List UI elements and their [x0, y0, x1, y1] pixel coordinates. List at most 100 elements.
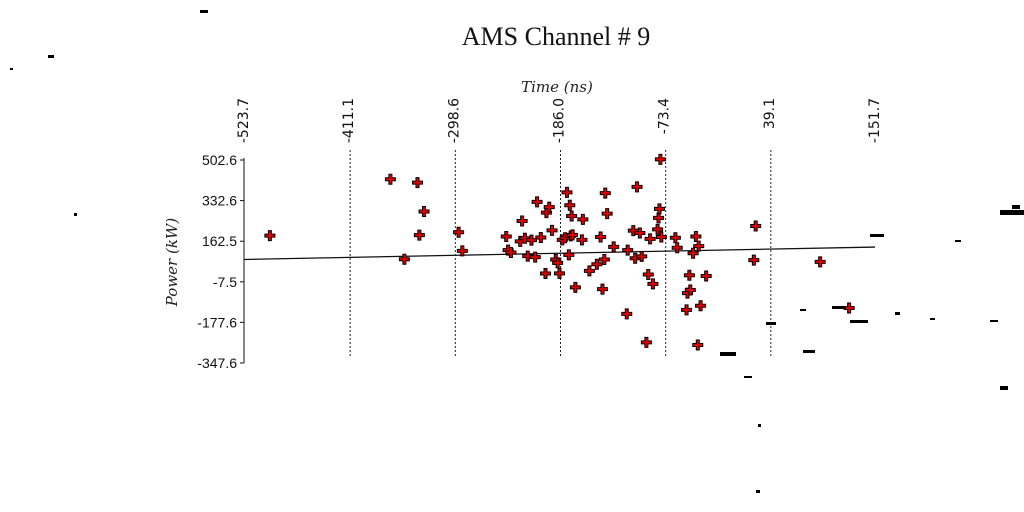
data-point	[627, 225, 639, 237]
data-point	[583, 265, 595, 277]
data-point	[692, 339, 704, 351]
data-point	[671, 242, 683, 254]
data-point	[567, 229, 579, 241]
speck	[48, 55, 54, 58]
data-point	[552, 257, 564, 269]
data-point	[529, 251, 541, 263]
y-tick-labels: 502.6 332.6 162.5 -7.5 -177.6 -347.6	[197, 152, 244, 371]
x-tick-label: -186.0	[552, 98, 568, 143]
speck	[832, 306, 846, 309]
x-tick-label: -298.6	[446, 98, 462, 143]
data-point	[655, 231, 667, 243]
data-point	[384, 173, 396, 185]
data-point	[543, 201, 555, 213]
noise-specks	[10, 10, 1024, 493]
data-point	[700, 270, 712, 282]
x-tick-labels: -523.7 -411.1 -298.6 -186.0 -73.4 39.1 -151.7	[236, 98, 883, 143]
x-axis-label: Time (ns)	[521, 78, 593, 96]
data-point	[636, 250, 648, 262]
data-point	[418, 205, 430, 217]
speck	[200, 10, 208, 13]
speck	[895, 312, 900, 315]
data-point	[566, 210, 578, 222]
data-point	[599, 187, 611, 199]
trend-line	[243, 246, 876, 261]
data-point	[500, 231, 512, 243]
speck	[850, 320, 868, 323]
data-point	[516, 215, 528, 227]
speck	[1012, 205, 1020, 209]
y-tick-label: -7.5	[213, 274, 237, 290]
data-point	[576, 234, 588, 246]
data-point	[561, 186, 573, 198]
speck	[803, 350, 815, 353]
data-point	[411, 177, 423, 189]
data-point	[539, 268, 551, 280]
data-points	[264, 153, 855, 351]
y-tick-label: 502.6	[202, 152, 237, 168]
data-point	[681, 304, 693, 316]
data-point	[564, 199, 576, 211]
speck	[758, 424, 761, 427]
data-point	[535, 232, 547, 244]
y-tick-label: -177.6	[197, 314, 237, 330]
data-point	[653, 212, 665, 224]
data-point	[814, 256, 826, 268]
speck	[955, 240, 961, 242]
data-point	[631, 181, 643, 193]
data-point	[642, 269, 654, 281]
speck	[1000, 210, 1024, 215]
speck	[930, 318, 935, 320]
x-tick-label: -151.7	[867, 98, 883, 143]
data-point	[525, 234, 537, 246]
data-point	[601, 208, 613, 220]
data-point	[519, 232, 531, 244]
chart-title: AMS Channel # 9	[462, 22, 651, 51]
y-tick-label: 162.5	[202, 233, 237, 249]
data-point	[608, 241, 620, 253]
data-point	[669, 232, 681, 244]
y-tick-label: 332.6	[202, 193, 237, 209]
data-point	[596, 283, 608, 295]
speck	[870, 234, 884, 237]
data-point	[546, 224, 558, 236]
data-point	[644, 233, 656, 245]
data-point	[577, 213, 589, 225]
speck	[800, 309, 806, 311]
data-point	[456, 245, 468, 257]
data-point	[522, 250, 534, 262]
data-point	[640, 336, 652, 348]
data-point	[653, 203, 665, 215]
speck	[744, 376, 752, 378]
data-point	[683, 269, 695, 281]
speck	[1000, 386, 1008, 390]
data-point	[622, 244, 634, 256]
data-point	[563, 249, 575, 261]
speck	[720, 352, 736, 356]
data-point	[554, 267, 565, 279]
x-tick-label: -411.1	[341, 98, 357, 143]
data-point	[684, 284, 696, 296]
speck	[766, 322, 776, 325]
data-point	[690, 231, 702, 243]
data-point	[693, 240, 705, 252]
data-point	[750, 220, 762, 232]
data-point	[413, 229, 425, 241]
data-point	[652, 223, 664, 235]
speck	[756, 490, 760, 493]
speck	[74, 213, 77, 216]
y-tick-label: -347.6	[197, 355, 237, 371]
data-point	[595, 231, 607, 243]
data-point	[634, 227, 646, 239]
data-point	[531, 196, 543, 208]
x-tick-label: -73.4	[657, 98, 673, 134]
data-point	[654, 153, 666, 165]
data-point	[621, 308, 633, 320]
data-point	[695, 300, 707, 312]
x-tick-label: -523.7	[236, 98, 252, 143]
data-point	[748, 254, 760, 266]
data-point	[505, 247, 517, 259]
x-tick-label: 39.1	[762, 98, 778, 129]
data-point	[569, 281, 581, 293]
